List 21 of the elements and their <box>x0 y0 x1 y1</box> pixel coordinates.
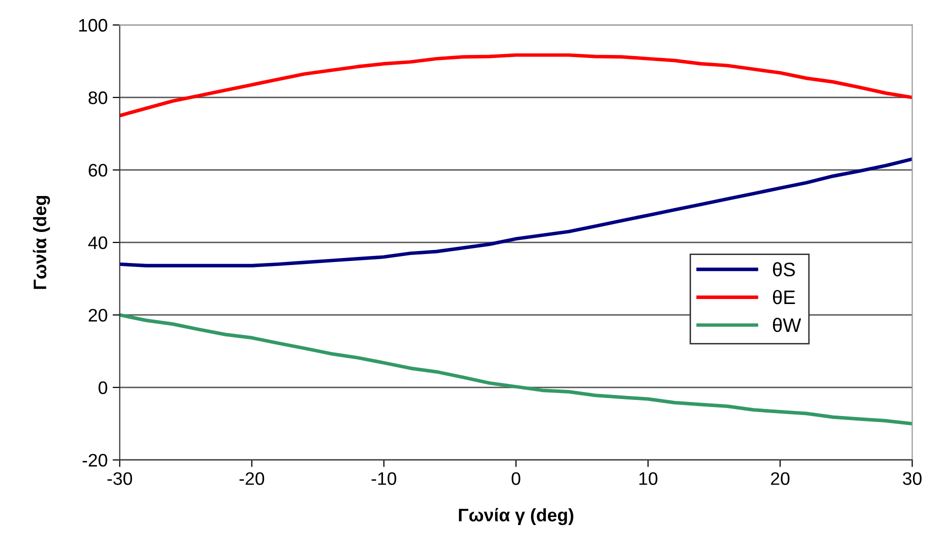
x-tick-label: 0 <box>512 472 520 485</box>
x-tick-label: -20 <box>240 472 264 485</box>
x-tick-label: 20 <box>771 472 790 485</box>
y-tick-label: -20 <box>82 454 108 467</box>
y-tick-label: 20 <box>88 308 108 322</box>
line-series <box>120 53 912 118</box>
legend-label: θE <box>772 290 795 304</box>
line-series <box>120 313 912 426</box>
y-tick-label: 80 <box>88 91 108 104</box>
y-tick-label: 100 <box>79 18 108 32</box>
y-tick-label: 40 <box>88 236 108 250</box>
x-tick-label: 30 <box>902 472 922 485</box>
y-tick-label: 60 <box>88 164 108 177</box>
x-tick-label: -30 <box>107 472 132 485</box>
legend-label: θW <box>772 318 802 332</box>
x-tick-label: 10 <box>639 472 658 485</box>
y-axis-title: Γωνία (deg <box>32 196 50 289</box>
x-tick-label: -10 <box>372 472 396 485</box>
x-axis-title: Γωνία γ (deg) <box>458 508 574 526</box>
y-tick-label: 0 <box>98 381 108 394</box>
legend-label: θS <box>772 262 795 276</box>
